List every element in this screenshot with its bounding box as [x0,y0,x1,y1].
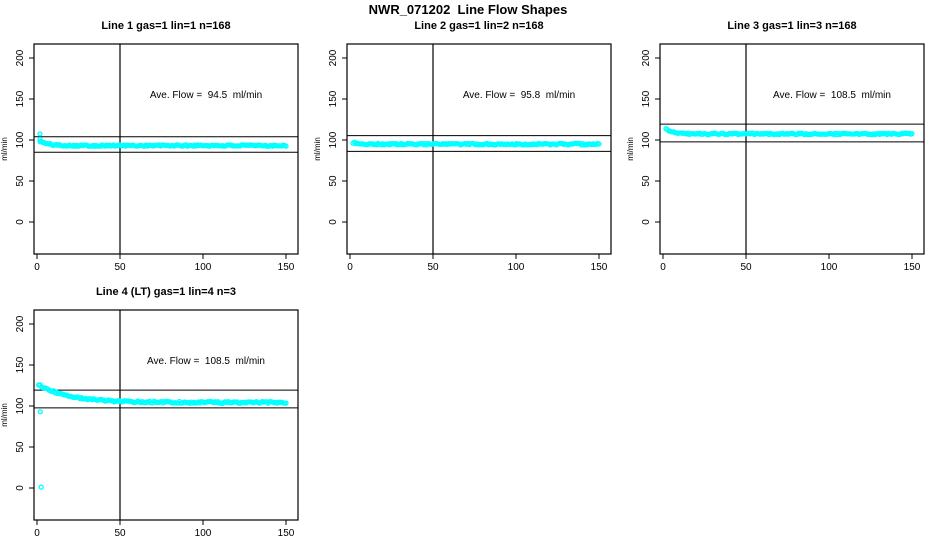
x-tick-label: 100 [821,262,838,273]
y-tick-label: 100 [15,131,26,148]
panel-line3: Line 3 gas=1 lin=3 n=168 0 50 100 150 0 50 100… [626,20,932,274]
line3-ave-flow-annotation: Ave. Flow = 108.5 ml/min [773,90,891,101]
flow-data-point [909,130,915,137]
y-tick-label: 150 [328,90,339,107]
y-tick-label: 200 [15,49,26,66]
line4-ave-flow-annotation: Ave. Flow = 108.5 ml/min [147,356,265,367]
flow-data-point [283,143,289,149]
panel-line3-title: Line 3 gas=1 lin=3 n=168 [727,20,857,32]
x-tick-label: 0 [34,262,40,273]
panel-line1-title: Line 1 gas=1 lin=1 n=168 [101,20,231,32]
y-tick-label: 0 [15,219,26,225]
x-tick-label: 100 [195,528,212,539]
y-tick-label: 150 [15,90,26,107]
flow-data-point [596,141,602,147]
y-axis-label: ml/min [313,137,322,161]
flow-outlier-point [37,136,43,143]
x-tick-label: 150 [278,262,295,273]
x-tick-label: 100 [508,262,525,273]
line4-plot-svg: 0 50 100 150 0 50 100 150 200 ml/min [0,309,299,539]
panel-line4-plot-area: 0 50 100 150 0 50 100 150 200 ml/min Ave. Flow = … [0,302,306,540]
plot-box [33,43,299,255]
y-tick-label: 200 [328,49,339,66]
x-tick-label: 50 [740,262,752,273]
panel-line1-plot-area: 0 50 100 150 0 50 100 150 200 ml/min Ave. Flow = … [0,36,306,274]
y-axis-label: ml/min [0,137,9,161]
y-tick-label: 0 [15,485,26,491]
panel-line4-title: Line 4 (LT) gas=1 lin=4 n=3 [95,286,237,298]
plot-box [33,309,299,521]
x-tick-label: 150 [904,262,921,273]
x-tick-label: 50 [427,262,439,273]
x-tick-label: 0 [347,262,353,273]
y-tick-label: 100 [328,131,339,148]
y-tick-label: 100 [641,131,652,148]
x-tick-label: 50 [114,528,126,539]
panel-line1: Line 1 gas=1 lin=1 n=168 0 50 100 150 0 50 100… [0,20,306,274]
flow-outlier-point [38,484,44,490]
panel-line2-title: Line 2 gas=1 lin=2 n=168 [414,20,544,32]
flow-outlier-point [37,409,43,415]
y-tick-label: 150 [15,356,26,373]
y-tick-label: 50 [328,175,339,187]
x-tick-label: 150 [278,528,295,539]
panel-line2: Line 2 gas=1 lin=2 n=168 0 50 100 150 0 50 100… [313,20,619,274]
flow-outlier-point [37,131,43,137]
line2-ave-flow-annotation: Ave. Flow = 95.8 ml/min [462,90,576,101]
line3-plot-svg: 0 50 100 150 0 50 100 150 200 ml/min [626,43,925,273]
panel-line2-plot-area: 0 50 100 150 0 50 100 150 200 ml/min Ave. Flow = … [313,36,619,274]
y-tick-label: 100 [15,397,26,414]
panel-line4: Line 4 (LT) gas=1 lin=4 n=3 0 50 100 150 0 50… [0,286,306,540]
y-tick-label: 0 [328,219,339,225]
flow-data-point [283,400,289,406]
y-axis-label: ml/min [626,137,635,161]
line1-plot-svg: 0 50 100 150 0 50 100 150 200 ml/min [0,43,299,273]
y-tick-label: 200 [641,49,652,66]
line2-plot-svg: 0 50 100 150 0 50 100 150 200 ml/min [313,43,612,273]
y-axis-label: ml/min [0,403,9,427]
x-tick-label: 100 [195,262,212,273]
plot-box [659,43,925,255]
x-tick-label: 0 [34,528,40,539]
y-tick-label: 200 [15,315,26,332]
y-tick-label: 50 [15,441,26,453]
plot-box [346,43,612,255]
x-tick-label: 0 [660,262,666,273]
y-tick-label: 50 [641,175,652,187]
y-tick-label: 0 [641,219,652,225]
line1-ave-flow-annotation: Ave. Flow = 94.5 ml/min [149,90,263,101]
figure-title: NWR_071202 Line Flow Shapes [368,2,568,17]
x-tick-label: 50 [114,262,126,273]
y-tick-label: 150 [641,90,652,107]
panel-line3-plot-area: 0 50 100 150 0 50 100 150 200 ml/min Ave. Flow = … [626,36,932,274]
x-tick-label: 150 [591,262,608,273]
y-tick-label: 50 [15,175,26,187]
